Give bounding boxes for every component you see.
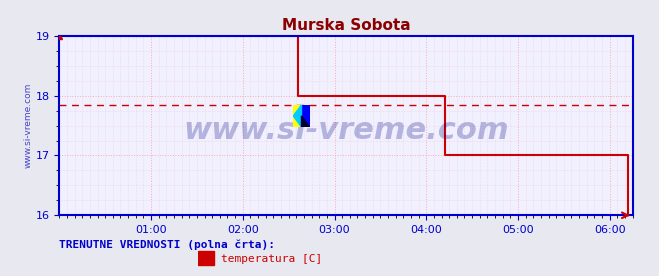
Text: temperatura [C]: temperatura [C] xyxy=(221,254,322,264)
Bar xyxy=(198,251,214,265)
Y-axis label: www.si-vreme.com: www.si-vreme.com xyxy=(24,83,33,168)
Polygon shape xyxy=(293,105,302,127)
Title: Murska Sobota: Murska Sobota xyxy=(281,18,411,33)
Bar xyxy=(293,105,302,127)
Bar xyxy=(302,105,310,127)
Polygon shape xyxy=(302,116,310,127)
Text: TRENUTNE VREDNOSTI (polna črta):: TRENUTNE VREDNOSTI (polna črta): xyxy=(59,240,275,250)
Text: www.si-vreme.com: www.si-vreme.com xyxy=(183,116,509,145)
